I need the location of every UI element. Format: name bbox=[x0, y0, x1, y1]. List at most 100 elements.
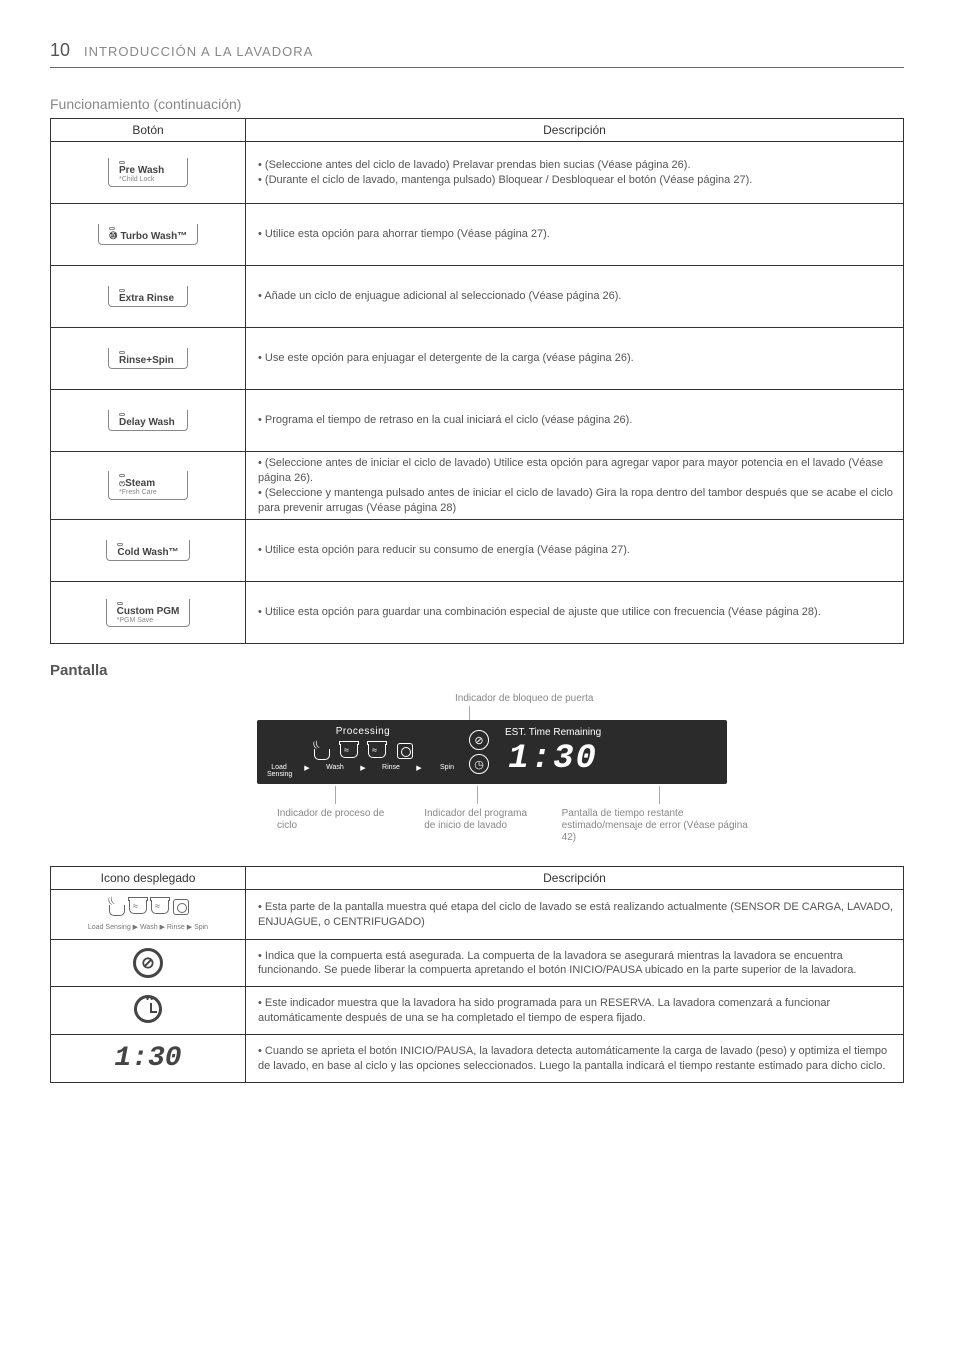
page-header: 10 INTRODUCCIÓN A LA LAVADORA bbox=[50, 40, 904, 68]
processing-stages-label: Load Sensing ▶ Wash ▶ Rinse ▶ Spin bbox=[59, 923, 237, 931]
led-indicator-icon bbox=[109, 227, 115, 230]
button-main-label: Pre Wash bbox=[119, 165, 177, 176]
washer-button: Cold Wash™ bbox=[106, 540, 189, 561]
button-sub-label: *Child Lock bbox=[119, 176, 177, 184]
button-cell: Delay Wash bbox=[51, 390, 246, 452]
time-display: 1:30 bbox=[505, 740, 601, 778]
button-main-label: Cold Wash™ bbox=[117, 547, 178, 558]
washer-button: Delay Wash bbox=[108, 410, 188, 431]
button-cell: ⑩ Turbo Wash™ bbox=[51, 204, 246, 266]
washer-button: ⑩ Turbo Wash™ bbox=[98, 224, 198, 245]
page-number: 10 bbox=[50, 40, 70, 61]
door-lock-icon: ⊘ bbox=[133, 948, 163, 978]
description-item: Este indicador muestra que la lavadora h… bbox=[258, 996, 895, 1026]
lcd-panel: Processing Load Sensing ▶ Wash ▶ Rinse ▶… bbox=[257, 720, 727, 784]
description-cell: (Seleccione antes del ciclo de lavado) P… bbox=[246, 142, 904, 204]
description-item: Use este opción para enjuagar el deterge… bbox=[258, 351, 895, 366]
description-item: Cuando se aprieta el botón INICIO/PAUSA,… bbox=[258, 1044, 895, 1074]
button-main-label: Custom PGM bbox=[117, 606, 180, 617]
button-main-label: Rinse+Spin bbox=[119, 355, 177, 366]
led-indicator-icon bbox=[117, 543, 123, 546]
icons-table: Icono desplegado Descripción Load Sensin… bbox=[50, 866, 904, 1083]
led-indicator-icon bbox=[119, 413, 125, 416]
description-cell: Utilice esta opción para reducir su cons… bbox=[246, 520, 904, 582]
description-cell: Use este opción para enjuagar el deterge… bbox=[246, 328, 904, 390]
callout-time-remaining: Pantalla de tiempo restante estimado/men… bbox=[562, 786, 757, 844]
display-diagram: Indicador de bloqueo de puerta Processin… bbox=[197, 693, 757, 844]
button-sub-label: *Fresh Care bbox=[119, 489, 177, 497]
description-item: Indica que la compuerta está asegurada. … bbox=[258, 949, 895, 979]
description-item: Utilice esta opción para ahorrar tiempo … bbox=[258, 227, 895, 242]
wash-icon bbox=[338, 740, 360, 762]
washer-button: Custom PGM*PGM Save bbox=[106, 599, 191, 628]
pantalla-heading: Pantalla bbox=[50, 662, 904, 679]
spin-icon bbox=[173, 899, 189, 920]
icon-cell: ••• bbox=[51, 987, 246, 1035]
icon-cell: Load Sensing ▶ Wash ▶ Rinse ▶ Spin bbox=[51, 890, 246, 940]
button-cell: Extra Rinse bbox=[51, 266, 246, 328]
wash-icon bbox=[129, 900, 147, 919]
stage-label: Spin bbox=[435, 764, 459, 778]
description-cell: Programa el tiempo de retraso en la cual… bbox=[246, 390, 904, 452]
washer-button: ෆSteam*Fresh Care bbox=[108, 471, 188, 500]
callout-start-indicator: Indicador del programa de inicio de lava… bbox=[424, 786, 531, 844]
stage-label: Wash bbox=[323, 764, 347, 778]
callout-cycle-indicator: Indicador de proceso de ciclo bbox=[277, 786, 394, 844]
spin-icon bbox=[394, 740, 416, 762]
description-item: (Seleccione y mantenga pulsado antes de … bbox=[258, 486, 895, 516]
washer-button: Rinse+Spin bbox=[108, 348, 188, 369]
description-cell: Indica que la compuerta está asegurada. … bbox=[246, 940, 904, 987]
led-indicator-icon bbox=[117, 602, 123, 605]
description-item: Esta parte de la pantalla muestra qué et… bbox=[258, 900, 895, 930]
load-sensing-icon bbox=[107, 898, 125, 921]
arrow-icon: ▶ bbox=[295, 764, 319, 778]
button-cell: Cold Wash™ bbox=[51, 520, 246, 582]
processing-labels: Load Sensing ▶ Wash ▶ Rinse ▶ Spin bbox=[267, 764, 459, 778]
description-item: Utilice esta opción para reducir su cons… bbox=[258, 543, 895, 558]
button-cell: Rinse+Spin bbox=[51, 328, 246, 390]
load-sensing-icon bbox=[310, 740, 332, 762]
description-cell: (Seleccione antes de iniciar el ciclo de… bbox=[246, 452, 904, 520]
description-item: Programa el tiempo de retraso en la cual… bbox=[258, 413, 895, 428]
button-main-label: Delay Wash bbox=[119, 417, 177, 428]
led-indicator-icon bbox=[119, 161, 125, 164]
section-continuation-title: Funcionamiento (continuación) bbox=[50, 96, 904, 112]
led-indicator-icon bbox=[119, 351, 125, 354]
processing-icon-group: Load Sensing ▶ Wash ▶ Rinse ▶ Spin bbox=[59, 898, 237, 931]
buttons-table: Botón Descripción Pre Wash*Child Lock(Se… bbox=[50, 118, 904, 644]
description-cell: Añade un ciclo de enjuague adicional al … bbox=[246, 266, 904, 328]
description-item: Utilice esta opción para guardar una com… bbox=[258, 605, 895, 620]
button-main-label: ෆSteam bbox=[119, 478, 177, 489]
lock-indicator-column: ⊘ ◷ bbox=[469, 730, 489, 774]
description-item: (Durante el ciclo de lavado, mantenga pu… bbox=[258, 173, 895, 188]
col-icono: Icono desplegado bbox=[51, 867, 246, 890]
processing-title: Processing bbox=[267, 726, 459, 737]
delay-timer-icon: ◷ bbox=[469, 754, 489, 774]
processing-icons bbox=[267, 740, 459, 762]
arrow-icon: ▶ bbox=[407, 764, 431, 778]
button-cell: ෆSteam*Fresh Care bbox=[51, 452, 246, 520]
description-cell: Utilice esta opción para ahorrar tiempo … bbox=[246, 204, 904, 266]
time-display: 1:30 bbox=[59, 1043, 237, 1074]
page-title: INTRODUCCIÓN A LA LAVADORA bbox=[84, 44, 313, 59]
processing-block: Processing Load Sensing ▶ Wash ▶ Rinse ▶… bbox=[267, 726, 459, 778]
button-main-label: Extra Rinse bbox=[119, 293, 177, 304]
est-time-title: EST. Time Remaining bbox=[505, 727, 601, 738]
diagram-callouts: Indicador de proceso de ciclo Indicador … bbox=[257, 786, 757, 844]
button-sub-label: *PGM Save bbox=[117, 617, 180, 625]
col-descripcion: Descripción bbox=[246, 119, 904, 142]
description-cell: Este indicador muestra que la lavadora h… bbox=[246, 987, 904, 1035]
stage-label: Rinse bbox=[379, 764, 403, 778]
description-item: Añade un ciclo de enjuague adicional al … bbox=[258, 289, 895, 304]
description-cell: Utilice esta opción para guardar una com… bbox=[246, 582, 904, 644]
washer-button: Pre Wash*Child Lock bbox=[108, 158, 188, 187]
led-indicator-icon bbox=[119, 289, 125, 292]
icon-cell: 1:30 bbox=[51, 1035, 246, 1083]
button-cell: Pre Wash*Child Lock bbox=[51, 142, 246, 204]
description-item: (Seleccione antes del ciclo de lavado) P… bbox=[258, 158, 895, 173]
icon-cell: ⊘ bbox=[51, 940, 246, 987]
washer-button: Extra Rinse bbox=[108, 286, 188, 307]
steam-icon: ෆ bbox=[119, 479, 125, 489]
delay-timer-icon: ••• bbox=[134, 995, 162, 1023]
arrow-icon: ▶ bbox=[351, 764, 375, 778]
